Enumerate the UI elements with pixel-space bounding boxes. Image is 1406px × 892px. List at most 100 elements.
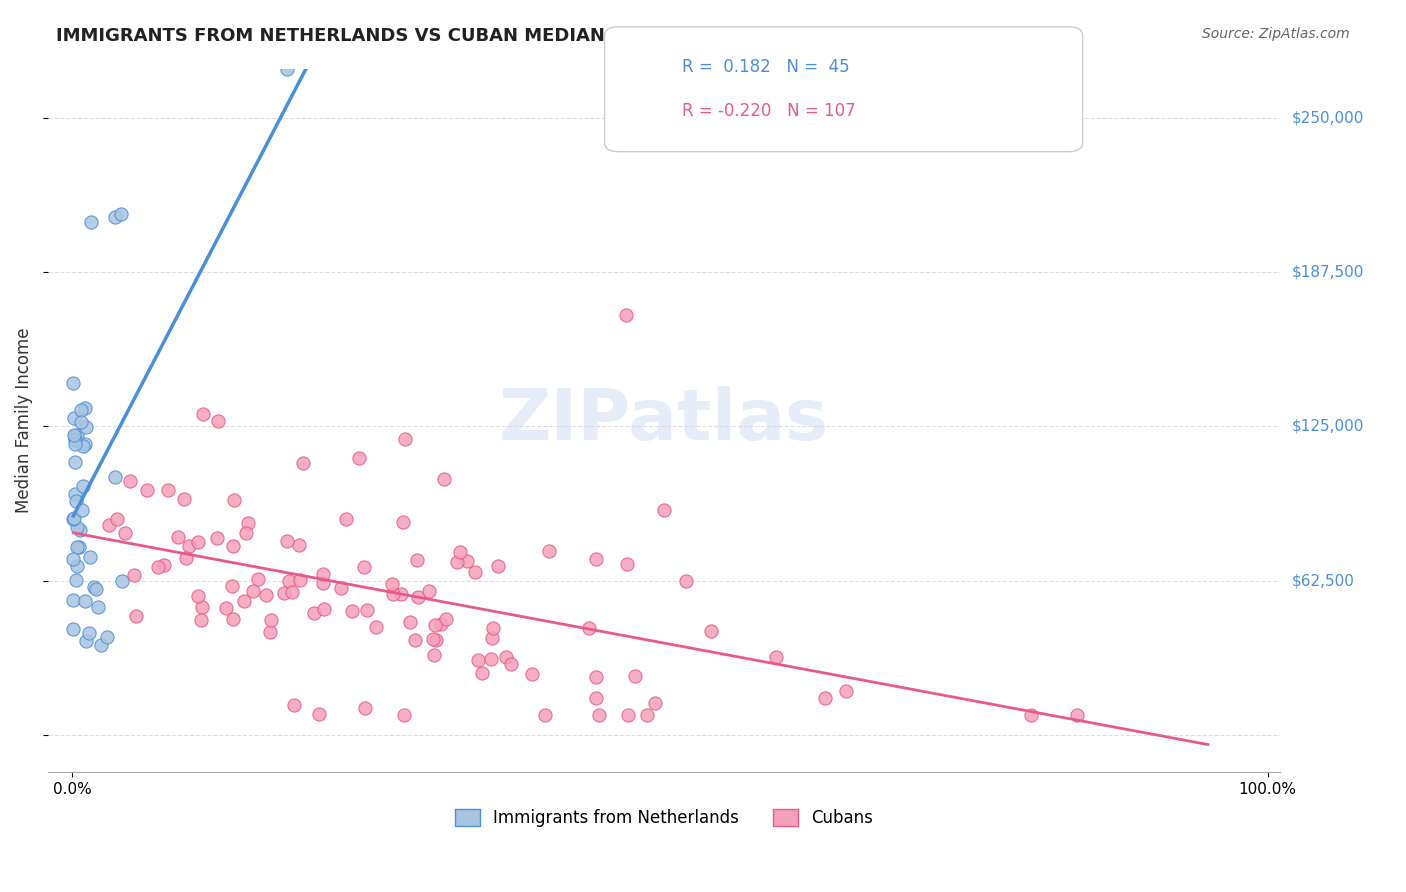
Point [62, 592, 84, 607]
Point [173, 491, 195, 506]
Point [63, 486, 86, 500]
Point [83, 580, 105, 594]
Point [273, 586, 295, 600]
Point [617, 708, 640, 723]
Point [105, 512, 128, 526]
Point [63, 436, 86, 450]
Point [70, 402, 93, 417]
Point [814, 690, 837, 705]
Point [70, 502, 93, 516]
Point [765, 649, 787, 664]
Text: R = -0.220   N = 107: R = -0.220 N = 107 [682, 103, 855, 120]
Point [63, 429, 86, 443]
Text: Source: ZipAtlas.com: Source: ZipAtlas.com [1202, 27, 1350, 41]
Point [66, 559, 89, 574]
Point [349, 451, 371, 466]
Point [62, 512, 84, 526]
Point [614, 309, 637, 323]
Point [146, 560, 169, 574]
Point [292, 456, 315, 470]
Point [700, 624, 723, 638]
Point [177, 539, 200, 553]
Point [77, 626, 100, 640]
Point [235, 526, 257, 541]
Point [236, 516, 259, 530]
Point [174, 551, 197, 566]
Point [62, 622, 84, 636]
Point [481, 632, 503, 646]
Point [111, 574, 134, 589]
Legend: Immigrants from Netherlands, Cubans: Immigrants from Netherlands, Cubans [449, 803, 880, 834]
Point [302, 606, 325, 620]
Point [84, 582, 107, 596]
Point [62, 376, 84, 391]
Point [190, 613, 212, 627]
Point [578, 621, 600, 635]
Point [87, 599, 110, 614]
Point [456, 554, 478, 568]
Point [652, 503, 675, 517]
Point [356, 603, 378, 617]
Point [207, 414, 229, 428]
Point [80, 214, 103, 228]
Point [75, 401, 97, 415]
Point [522, 667, 544, 681]
Point [246, 573, 269, 587]
Point [533, 708, 555, 723]
Point [624, 669, 647, 683]
Point [422, 632, 444, 647]
Point [353, 560, 375, 574]
Point [394, 432, 416, 446]
Point [405, 553, 427, 567]
Point [585, 670, 607, 684]
Point [72, 439, 94, 453]
Point [90, 638, 112, 652]
Text: IMMIGRANTS FROM NETHERLANDS VS CUBAN MEDIAN FAMILY INCOME CORRELATION CHART: IMMIGRANTS FROM NETHERLANDS VS CUBAN MED… [56, 27, 990, 45]
Point [283, 698, 305, 712]
Point [98, 518, 121, 533]
Point [482, 621, 505, 635]
Point [69, 415, 91, 429]
Point [63, 410, 86, 425]
Point [1019, 707, 1042, 722]
Point [281, 584, 304, 599]
Point [644, 696, 666, 710]
Point [406, 591, 429, 605]
Point [276, 62, 298, 76]
Point [125, 609, 148, 624]
Point [1066, 708, 1088, 723]
Point [308, 706, 330, 721]
Point [79, 549, 101, 564]
Point [122, 567, 145, 582]
Point [353, 700, 375, 714]
Point [62, 552, 84, 566]
Point [242, 584, 264, 599]
Point [67, 541, 90, 555]
Point [495, 649, 517, 664]
Point [120, 474, 142, 488]
Point [65, 434, 87, 448]
Point [425, 632, 447, 647]
Point [423, 648, 446, 662]
Text: ZIPatlas: ZIPatlas [499, 385, 830, 455]
Point [157, 483, 180, 498]
Point [65, 493, 87, 508]
Point [167, 529, 190, 543]
Point [73, 593, 96, 607]
Point [114, 526, 136, 541]
Point [389, 587, 412, 601]
Point [382, 587, 405, 601]
Point [65, 574, 87, 588]
Point [224, 492, 246, 507]
Point [72, 478, 94, 492]
Point [488, 558, 510, 573]
Point [588, 708, 610, 723]
Point [62, 511, 84, 525]
Point [75, 437, 97, 451]
Point [471, 666, 494, 681]
Point [446, 554, 468, 568]
Point [329, 582, 352, 596]
Text: $62,500: $62,500 [1292, 574, 1355, 588]
Point [404, 633, 426, 648]
Point [63, 455, 86, 469]
